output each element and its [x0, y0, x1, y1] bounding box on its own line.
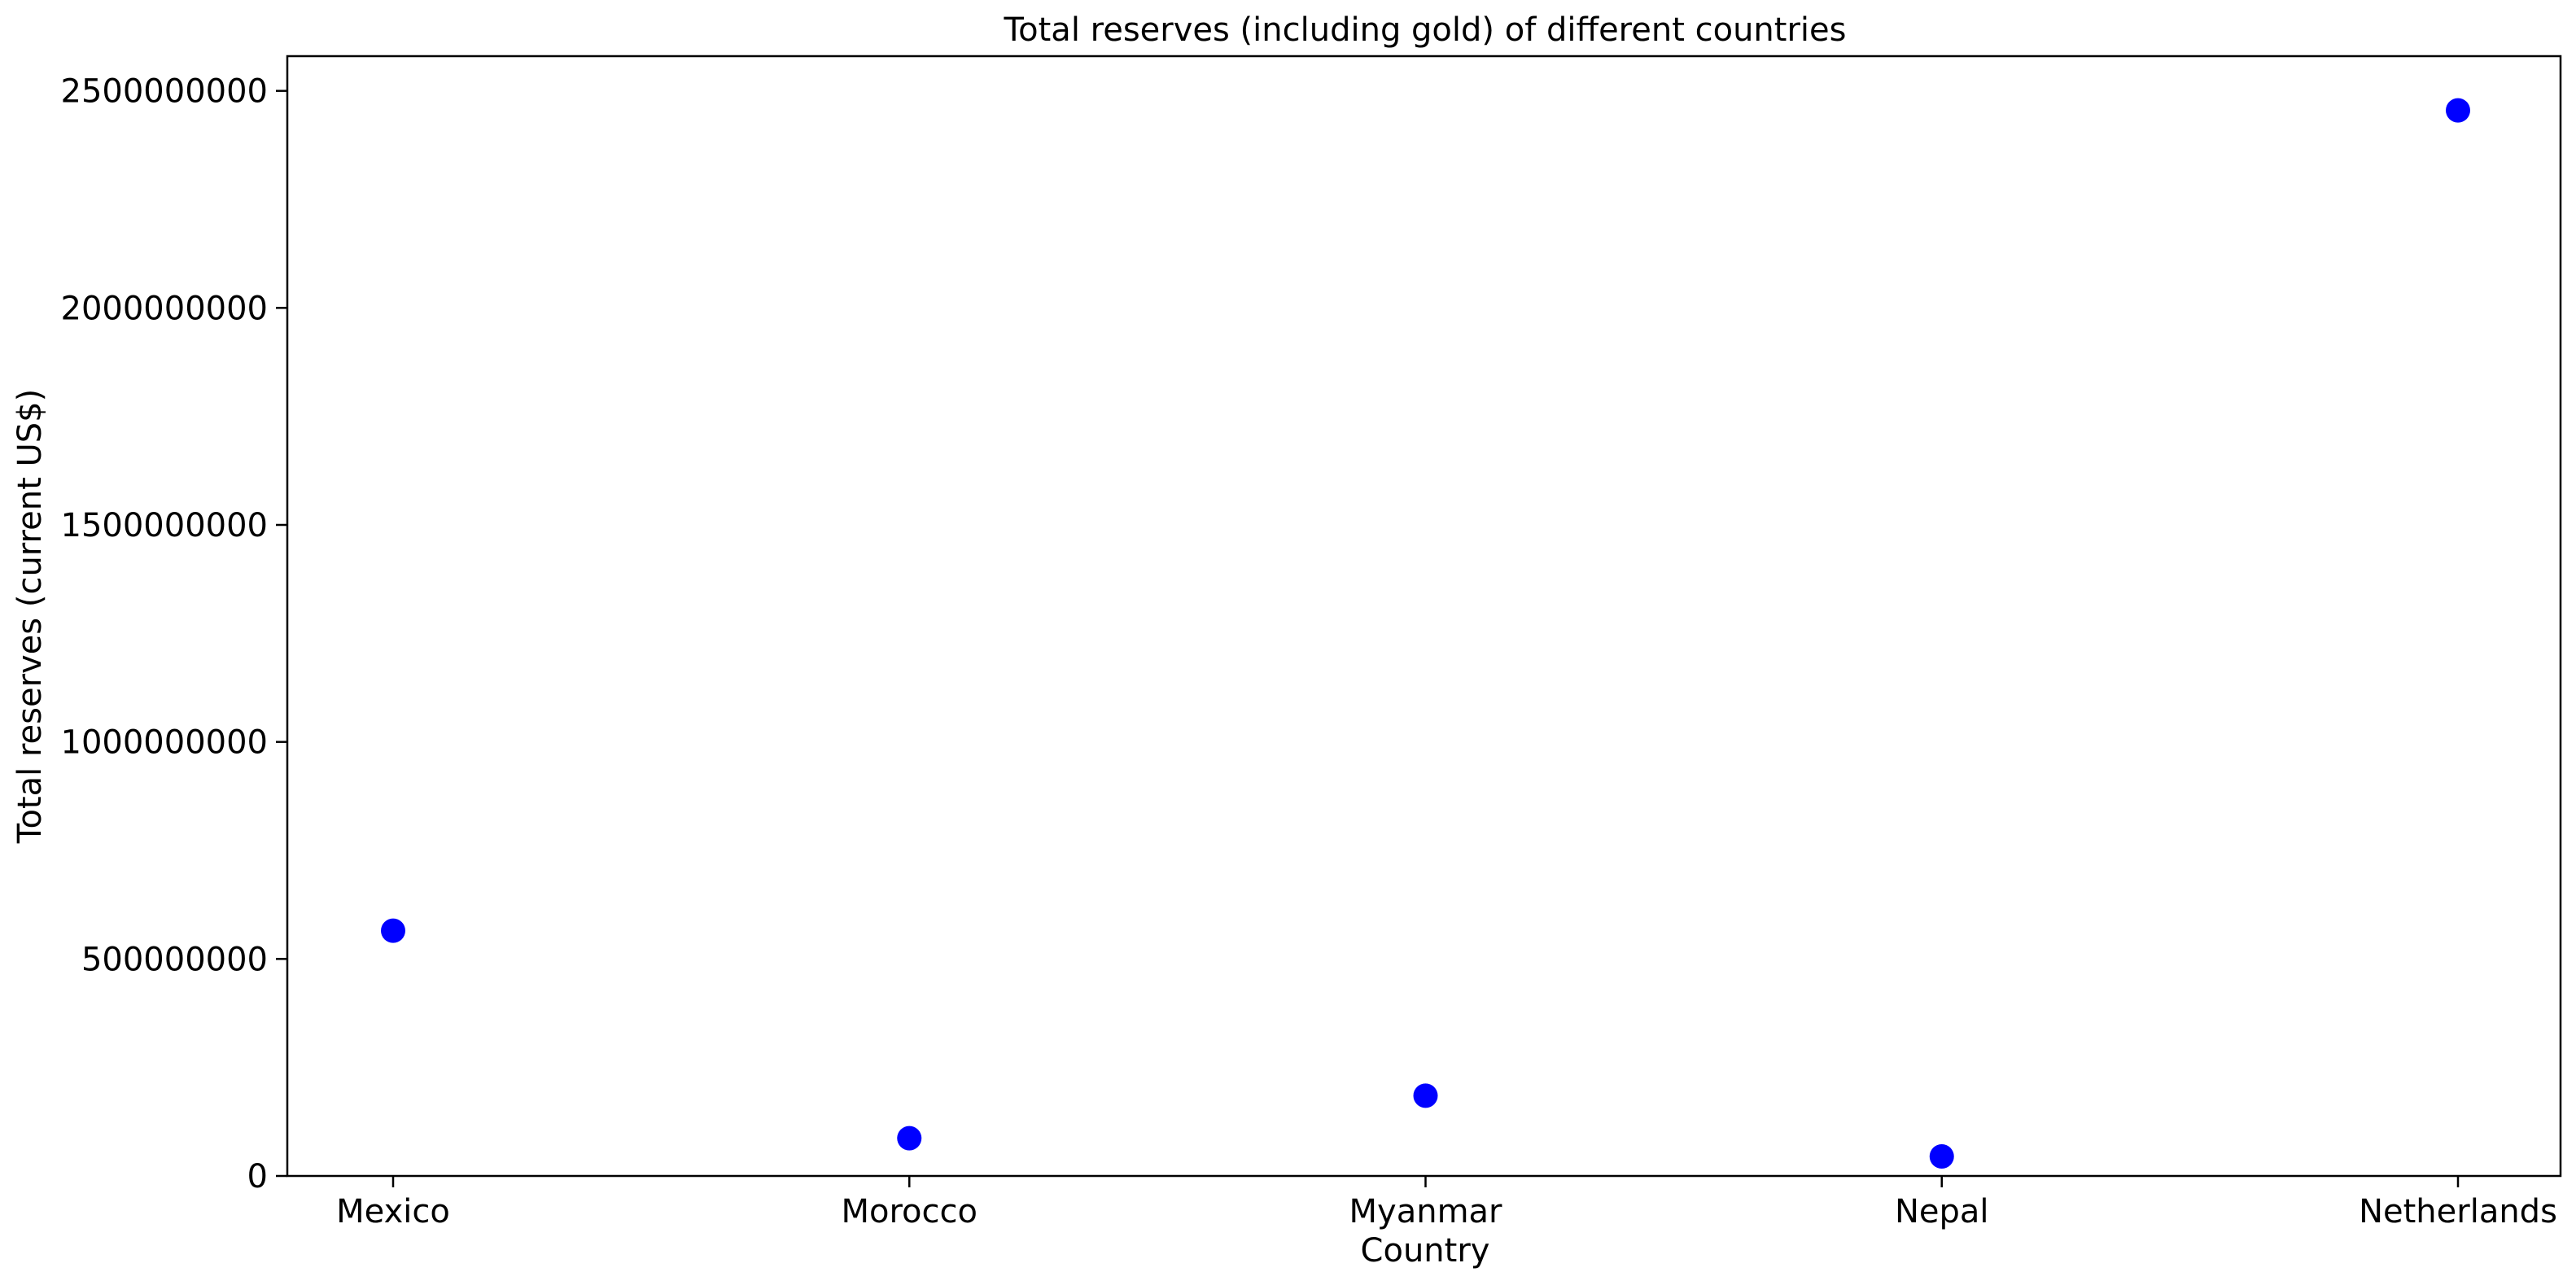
y-axis: 0 500000000 1000000000 1500000000 2000000000…	[61, 73, 287, 1195]
y-tick-label: 500000000	[81, 941, 268, 978]
data-point	[2446, 98, 2470, 123]
x-axis: Mexico Morocco Myanmar Nepal Netherlands	[336, 1176, 2557, 1230]
plot-area-frame	[286, 55, 2562, 1178]
data-point	[1413, 1083, 1438, 1108]
data-points	[381, 98, 2470, 1169]
x-axis-title: Country	[1361, 1232, 1490, 1270]
chart-title: Total reserves (including gold) of diffe…	[1004, 11, 1847, 49]
y-tick-label: 2500000000	[61, 73, 269, 111]
data-point	[897, 1125, 922, 1151]
x-tick-label: Mexico	[336, 1193, 450, 1230]
y-tick-label: 1000000000	[61, 724, 269, 762]
data-point	[381, 918, 405, 943]
y-tick-label: 0	[247, 1158, 268, 1195]
data-point	[1929, 1144, 1954, 1169]
x-tick-label: Netherlands	[2359, 1193, 2557, 1230]
y-axis-title: Total reserves (current US$)	[11, 389, 49, 844]
x-tick-label: Nepal	[1895, 1193, 1989, 1230]
y-tick-label: 1500000000	[61, 507, 269, 544]
x-tick-label: Morocco	[842, 1193, 977, 1230]
x-tick-label: Myanmar	[1349, 1193, 1503, 1230]
y-tick-label: 2000000000	[61, 290, 269, 327]
